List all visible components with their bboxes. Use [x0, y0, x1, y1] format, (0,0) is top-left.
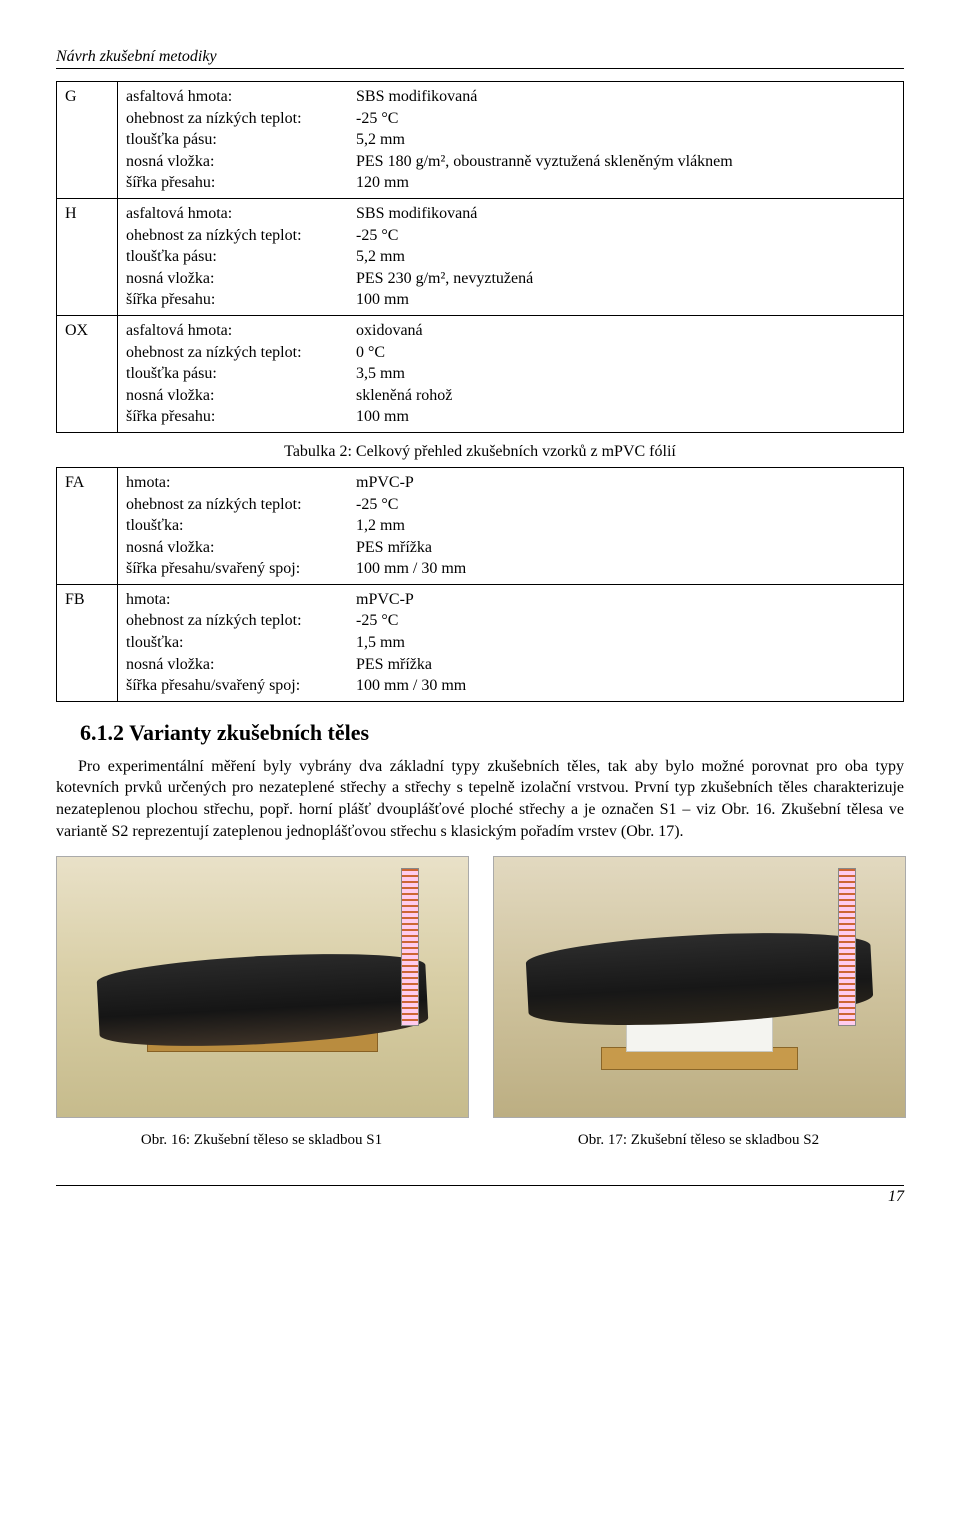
spec-value: 1,2 mm: [356, 515, 895, 537]
table2-caption: Tabulka 2: Celkový přehled zkušebních vz…: [56, 443, 904, 461]
spec-label: hmota:: [126, 589, 356, 611]
spec-value: 0 °C: [356, 342, 895, 364]
spec-label: tloušťka pásu:: [126, 246, 356, 268]
spec-label: hmota:: [126, 472, 356, 494]
spec-label: nosná vložka:: [126, 385, 356, 407]
spec-value: 3,5 mm: [356, 363, 895, 385]
spec-key: FB: [57, 584, 118, 701]
spec-value: 120 mm: [356, 172, 895, 194]
spec-label: asfaltová hmota:: [126, 203, 356, 225]
spec-value: 100 mm: [356, 289, 895, 311]
spec-label: tloušťka pásu:: [126, 129, 356, 151]
spec-label: šířka přesahu/svařený spoj:: [126, 558, 356, 580]
spec-label: šířka přesahu/svařený spoj:: [126, 675, 356, 697]
spec-label: šířka přesahu:: [126, 172, 356, 194]
figure-16-caption: Obr. 16: Zkušební těleso se skladbou S1: [56, 1132, 467, 1149]
spec-value: PES mřížka: [356, 654, 895, 676]
spec-key: H: [57, 198, 118, 315]
spec-value: 1,5 mm: [356, 632, 895, 654]
spec-key: FA: [57, 467, 118, 584]
specs-table-1: Gasfaltová hmota:SBS modifikovanáohebnos…: [56, 81, 904, 433]
spec-value: PES 180 g/m², oboustranně vyztužená skle…: [356, 151, 895, 173]
spec-value: SBS modifikovaná: [356, 86, 895, 108]
page-header: Návrh zkušební metodiky: [56, 48, 904, 69]
spec-label: ohebnost za nízkých teplot:: [126, 494, 356, 516]
spec-value: -25 °C: [356, 108, 895, 130]
spec-value: PES mřížka: [356, 537, 895, 559]
spec-value: -25 °C: [356, 494, 895, 516]
spec-value: 100 mm / 30 mm: [356, 675, 895, 697]
figures-row: Obr. 16: Zkušební těleso se skladbou S1 …: [56, 856, 904, 1149]
ruler-icon: [838, 868, 856, 1026]
spec-body: asfaltová hmota:SBS modifikovanáohebnost…: [118, 198, 904, 315]
spec-label: nosná vložka:: [126, 268, 356, 290]
spec-value: mPVC-P: [356, 589, 895, 611]
page-footer: 17: [56, 1185, 904, 1206]
spec-label: asfaltová hmota:: [126, 86, 356, 108]
spec-body: asfaltová hmota:oxidovanáohebnost za níz…: [118, 315, 904, 432]
spec-value: 5,2 mm: [356, 129, 895, 151]
spec-label: asfaltová hmota:: [126, 320, 356, 342]
spec-label: nosná vložka:: [126, 654, 356, 676]
figure-17-membrane: [525, 926, 874, 1032]
spec-value: SBS modifikovaná: [356, 203, 895, 225]
spec-key: OX: [57, 315, 118, 432]
figure-17-caption: Obr. 17: Zkušební těleso se skladbou S2: [493, 1132, 904, 1149]
spec-value: skleněná rohož: [356, 385, 895, 407]
figure-16-membrane: [96, 947, 429, 1052]
spec-label: tloušťka:: [126, 632, 356, 654]
spec-key: G: [57, 82, 118, 199]
spec-label: tloušťka:: [126, 515, 356, 537]
spec-body: hmota:mPVC-Pohebnost za nízkých teplot:-…: [118, 467, 904, 584]
figure-17-image: [493, 856, 906, 1118]
ruler-icon: [401, 868, 419, 1026]
spec-value: 5,2 mm: [356, 246, 895, 268]
figure-16-image: [56, 856, 469, 1118]
spec-value: -25 °C: [356, 225, 895, 247]
figure-17: Obr. 17: Zkušební těleso se skladbou S2: [493, 856, 904, 1149]
spec-label: ohebnost za nízkých teplot:: [126, 342, 356, 364]
spec-body: hmota:mPVC-Pohebnost za nízkých teplot:-…: [118, 584, 904, 701]
spec-value: -25 °C: [356, 610, 895, 632]
section-heading: 6.1.2 Varianty zkušebních těles: [80, 720, 904, 746]
body-paragraph: Pro experimentální měření byly vybrány d…: [56, 756, 904, 842]
figure-16: Obr. 16: Zkušební těleso se skladbou S1: [56, 856, 467, 1149]
page-number: 17: [888, 1188, 904, 1205]
spec-value: mPVC-P: [356, 472, 895, 494]
spec-label: šířka přesahu:: [126, 406, 356, 428]
spec-label: nosná vložka:: [126, 151, 356, 173]
spec-body: asfaltová hmota:SBS modifikovanáohebnost…: [118, 82, 904, 199]
spec-value: PES 230 g/m², nevyztužená: [356, 268, 895, 290]
spec-value: 100 mm: [356, 406, 895, 428]
spec-label: ohebnost za nízkých teplot:: [126, 225, 356, 247]
spec-value: 100 mm / 30 mm: [356, 558, 895, 580]
spec-label: nosná vložka:: [126, 537, 356, 559]
spec-label: šířka přesahu:: [126, 289, 356, 311]
spec-label: ohebnost za nízkých teplot:: [126, 610, 356, 632]
spec-value: oxidovaná: [356, 320, 895, 342]
specs-table-2: FAhmota:mPVC-Pohebnost za nízkých teplot…: [56, 467, 904, 702]
spec-label: ohebnost za nízkých teplot:: [126, 108, 356, 130]
spec-label: tloušťka pásu:: [126, 363, 356, 385]
